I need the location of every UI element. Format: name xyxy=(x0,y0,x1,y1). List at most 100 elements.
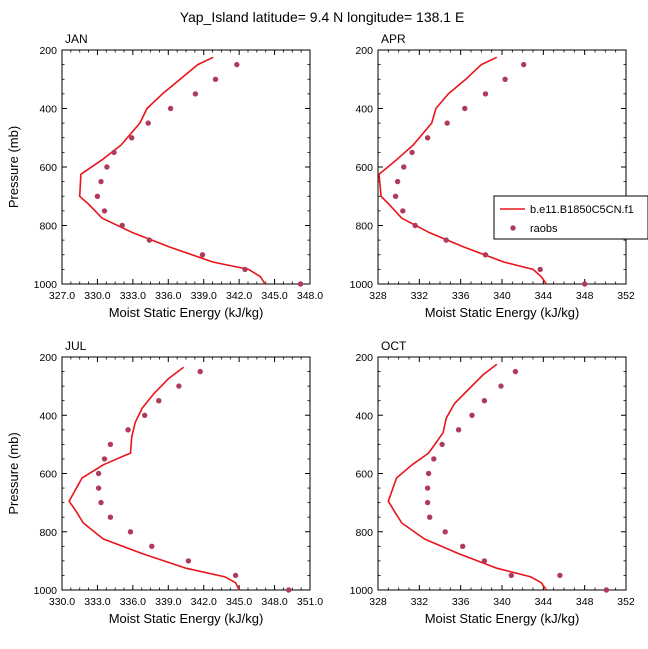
x-tick-label: 351.0 xyxy=(297,596,323,608)
raobs-point xyxy=(176,383,182,389)
x-tick-label: 348 xyxy=(576,290,594,302)
raobs-point xyxy=(95,485,102,491)
raobs-point xyxy=(242,266,248,273)
raobs-point xyxy=(98,178,104,185)
raobs-point xyxy=(185,558,192,564)
raobs-point xyxy=(521,61,527,68)
raobs-point xyxy=(286,587,292,593)
x-tick-label: 342.0 xyxy=(191,596,217,608)
x-tick-label: 352 xyxy=(617,290,635,302)
raobs-point xyxy=(482,91,489,97)
y-tick-label: 800 xyxy=(355,221,373,233)
model-profile-line xyxy=(378,56,548,285)
x-tick-label: 336.0 xyxy=(155,290,181,302)
x-axis-label: Moist Static Energy (kJ/kg) xyxy=(425,611,580,626)
x-tick-label: 342.0 xyxy=(226,290,252,302)
y-tick-label: 800 xyxy=(39,527,57,539)
raobs-point xyxy=(481,558,488,564)
raobs-point xyxy=(512,368,519,375)
x-tick-label: 348 xyxy=(576,596,594,608)
raobs-point xyxy=(232,572,239,579)
legend: b.e11.B1850C5CN.f1 raobs xyxy=(493,195,648,240)
y-tick-label: 600 xyxy=(39,469,57,481)
y-tick-label: 600 xyxy=(39,162,57,174)
raobs-point xyxy=(401,164,407,170)
x-tick-label: 333.0 xyxy=(84,596,110,608)
raobs-point xyxy=(443,237,449,243)
panel-label: JUL xyxy=(65,339,87,353)
raobs-point xyxy=(481,398,488,404)
raobs-point xyxy=(149,543,155,549)
raobs-point xyxy=(199,252,206,258)
x-tick-label: 327.0 xyxy=(49,290,75,302)
raobs-point xyxy=(167,105,174,112)
y-tick-label: 200 xyxy=(39,45,57,57)
raobs-point xyxy=(107,441,114,448)
raobs-point xyxy=(508,572,514,579)
raobs-point xyxy=(142,412,148,418)
raobs-point xyxy=(431,456,437,462)
raobs-point xyxy=(101,456,108,462)
x-tick-label: 348.0 xyxy=(261,596,287,608)
panel-label: JAN xyxy=(65,32,88,46)
raobs-point xyxy=(498,383,504,389)
y-axis-label: Pressure (mb) xyxy=(6,432,21,514)
y-tick-label: 1000 xyxy=(350,585,374,597)
x-tick-label: 339.0 xyxy=(191,290,217,302)
x-tick-label: 339.0 xyxy=(155,596,181,608)
raobs-point xyxy=(111,149,117,156)
raobs-point xyxy=(557,572,563,579)
raobs-point xyxy=(537,266,543,273)
figure-title: Yap_Island latitude= 9.4 N longitude= 13… xyxy=(180,9,465,25)
raobs-point xyxy=(145,120,151,126)
model-profile-line xyxy=(387,363,548,591)
raobs-point xyxy=(127,529,134,535)
y-tick-label: 400 xyxy=(355,410,373,422)
x-tick-label: 340 xyxy=(493,290,511,302)
raobs-point xyxy=(146,237,153,243)
y-tick-label: 200 xyxy=(39,352,57,364)
raobs-point xyxy=(424,485,431,491)
y-tick-label: 200 xyxy=(355,45,373,57)
panel-oct: OCT 328 332 336 340 344 348 352 200 400 600 800 1000… xyxy=(350,339,635,626)
raobs-point xyxy=(98,499,104,506)
x-tick-label: 328 xyxy=(369,290,387,302)
model-profile-line xyxy=(78,56,266,285)
y-tick-label: 1000 xyxy=(34,279,58,291)
plot-frame xyxy=(377,356,627,591)
raobs-point xyxy=(603,587,610,593)
raobs-point xyxy=(427,514,433,520)
y-tick-label: 600 xyxy=(355,162,373,174)
y-tick-label: 200 xyxy=(355,352,373,364)
x-tick-label: 344 xyxy=(535,290,553,302)
raobs-point xyxy=(392,193,399,199)
raobs-point xyxy=(424,135,431,141)
x-tick-label: 340 xyxy=(493,596,511,608)
x-tick-label: 345.0 xyxy=(261,290,287,302)
y-tick-label: 1000 xyxy=(34,585,58,597)
panel-jul: JUL 330.0 333.0 336.0 339.0 342.0 345.0 348.0 35… xyxy=(6,339,323,626)
model-profile-line xyxy=(68,366,240,591)
y-tick-label: 600 xyxy=(355,469,373,481)
y-tick-label: 400 xyxy=(355,104,373,116)
x-tick-label: 336 xyxy=(452,290,470,302)
x-tick-label: 330.0 xyxy=(84,290,110,302)
raobs-point xyxy=(462,105,468,112)
raobs-point xyxy=(400,208,406,214)
raobs-point xyxy=(156,398,162,404)
raobs-point xyxy=(197,368,203,375)
raobs-point xyxy=(234,61,240,68)
raobs-point xyxy=(469,412,475,418)
raobs-point xyxy=(107,514,114,520)
raobs-point xyxy=(95,470,102,477)
x-tick-label: 336 xyxy=(452,596,470,608)
raobs-point xyxy=(425,470,432,477)
raobs-point xyxy=(439,441,445,448)
x-tick-label: 330.0 xyxy=(49,596,75,608)
plot-frame xyxy=(377,49,627,285)
x-tick-label: 333.0 xyxy=(120,290,146,302)
y-tick-label: 800 xyxy=(39,221,57,233)
raobs-point xyxy=(460,543,466,549)
y-tick-label: 400 xyxy=(39,104,57,116)
